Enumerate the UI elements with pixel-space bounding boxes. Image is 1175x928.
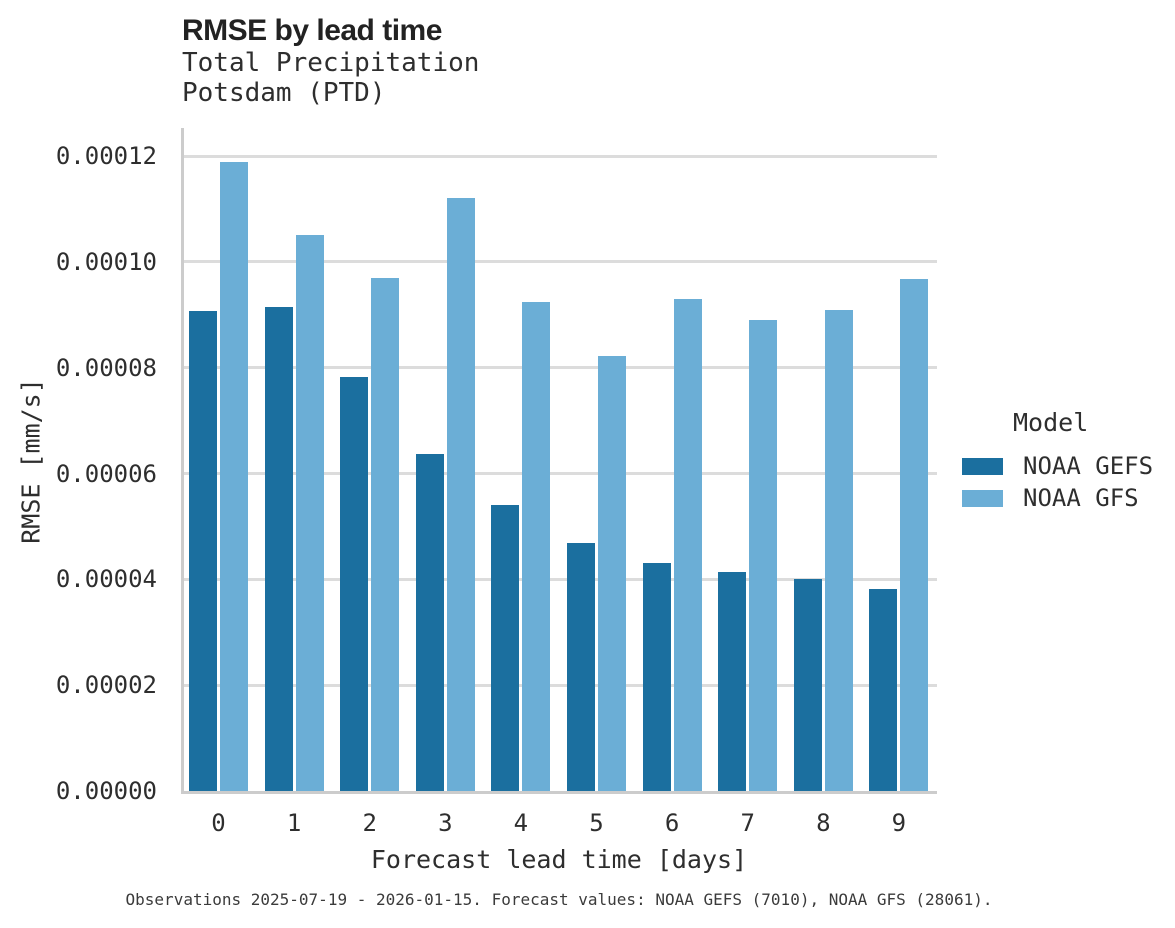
x-tick-label-2: 2 xyxy=(362,809,377,837)
bar-noaa-gfs-lead-1 xyxy=(295,234,324,791)
y-axis-spine xyxy=(181,128,184,794)
gridline-0.00012 xyxy=(181,154,937,158)
y-tick-label: 0.00010 xyxy=(55,247,157,276)
gridline-0.00002 xyxy=(181,683,937,687)
chart-subtitle-variable: Total Precipitation xyxy=(182,48,480,78)
x-axis-baseline xyxy=(181,791,937,794)
y-tick-label: 0.00004 xyxy=(55,565,157,594)
legend-label-noaa-gefs: NOAA GEFS xyxy=(1023,452,1154,480)
legend: Model NOAA GEFS NOAA GFS xyxy=(962,408,1172,514)
bar-noaa-gfs-lead-0 xyxy=(220,161,248,791)
x-axis-title: Forecast lead time [days] xyxy=(370,845,748,874)
y-tick-label: 0.00002 xyxy=(55,671,157,700)
bar-noaa-gefs-lead-6 xyxy=(642,563,671,791)
y-axis-tick-labels: 0.00000 0.00002 0.00004 0.00006 0.00008 0.000… xyxy=(0,128,157,805)
bar-noaa-gefs-lead-8 xyxy=(793,578,822,791)
legend-swatch-noaa-gefs-icon xyxy=(962,457,1003,475)
chart-title: RMSE by lead time xyxy=(182,14,442,47)
bar-noaa-gefs-lead-0 xyxy=(189,310,217,791)
bar-noaa-gefs-lead-3 xyxy=(415,453,444,791)
bar-noaa-gfs-lead-8 xyxy=(824,310,853,791)
gridline-0.00008 xyxy=(181,366,937,370)
legend-swatch-noaa-gfs-icon xyxy=(962,489,1003,507)
gridline-0.00006 xyxy=(181,472,937,476)
x-axis-tick-labels: 0 1 2 3 4 5 6 7 8 9 xyxy=(181,808,937,840)
bar-noaa-gefs-lead-2 xyxy=(340,377,369,791)
bar-noaa-gefs-lead-5 xyxy=(567,542,595,791)
legend-item-noaa-gfs: NOAA GFS xyxy=(962,482,1172,514)
x-tick-label-3: 3 xyxy=(438,809,453,837)
bar-noaa-gefs-lead-7 xyxy=(718,572,747,791)
bar-noaa-gefs-lead-9 xyxy=(869,588,898,791)
gridline-0.00004 xyxy=(181,577,937,581)
y-tick-label: 0.00012 xyxy=(55,142,157,171)
bar-noaa-gefs-lead-1 xyxy=(264,306,293,791)
x-tick-label-7: 7 xyxy=(740,809,755,837)
x-tick-label-5: 5 xyxy=(589,809,604,837)
bar-noaa-gfs-lead-3 xyxy=(446,197,475,791)
legend-label-noaa-gfs: NOAA GFS xyxy=(1023,484,1139,512)
gridline-0.00010 xyxy=(181,260,937,264)
bar-noaa-gfs-lead-2 xyxy=(371,277,400,791)
bar-noaa-gfs-lead-7 xyxy=(749,320,778,791)
legend-item-noaa-gefs: NOAA GEFS xyxy=(962,450,1172,482)
x-tick-label-8: 8 xyxy=(816,809,831,837)
y-tick-label: 0.00006 xyxy=(55,459,157,488)
plot-area xyxy=(181,128,937,794)
bar-noaa-gefs-lead-4 xyxy=(491,504,520,791)
x-tick-label-0: 0 xyxy=(211,809,226,837)
caption: Observations 2025-07-19 - 2026-01-15. Fo… xyxy=(125,890,993,909)
legend-title: Model xyxy=(1013,408,1089,437)
x-tick-label-9: 9 xyxy=(891,809,907,837)
x-tick-label-4: 4 xyxy=(513,809,529,837)
bar-noaa-gfs-lead-4 xyxy=(522,302,551,791)
bar-noaa-gfs-lead-6 xyxy=(673,299,702,791)
bar-noaa-gfs-lead-9 xyxy=(900,278,929,791)
x-tick-label-1: 1 xyxy=(286,809,302,837)
bar-noaa-gfs-lead-5 xyxy=(598,356,626,791)
y-tick-label: 0.00000 xyxy=(55,777,157,805)
x-tick-label-6: 6 xyxy=(664,809,680,837)
chart-subtitle-station: Potsdam (PTD) xyxy=(182,78,386,108)
y-tick-label: 0.00008 xyxy=(55,353,157,382)
